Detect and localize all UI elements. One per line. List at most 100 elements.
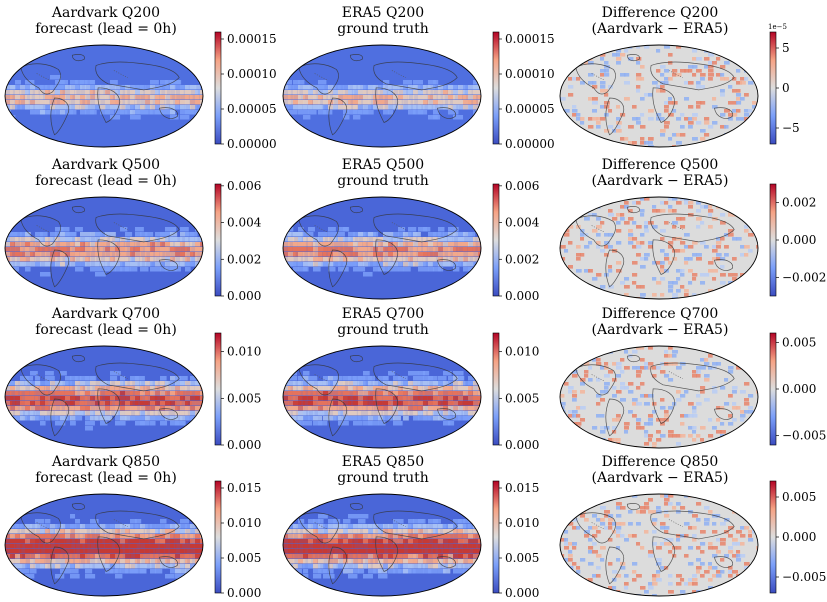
field-cell — [135, 376, 145, 381]
field-cell — [45, 391, 52, 396]
field-cell — [15, 544, 23, 549]
field-cell — [140, 524, 148, 529]
field-cell — [628, 510, 633, 514]
field-cell — [393, 396, 403, 401]
field-cell — [80, 257, 89, 262]
field-cell — [10, 105, 18, 110]
field-cell — [433, 115, 440, 120]
panel-title: Aardvark Q700 — [51, 306, 160, 322]
field-cell — [712, 269, 718, 273]
field-cell — [45, 386, 51, 391]
field-cell — [744, 253, 749, 257]
field-cell — [676, 45, 682, 49]
field-cell — [125, 396, 135, 401]
field-cell — [170, 396, 180, 401]
field-cell — [323, 559, 329, 564]
field-cell — [453, 416, 461, 421]
field-cell — [180, 416, 190, 421]
field-cell — [744, 430, 749, 434]
field-cell — [155, 232, 165, 237]
field-cell — [443, 549, 449, 554]
field-cell — [283, 391, 293, 396]
field-cell — [740, 390, 746, 394]
field-cell — [676, 249, 681, 253]
field-cell — [418, 524, 427, 529]
map-outline — [559, 493, 759, 597]
field-cell — [150, 539, 160, 544]
field-cell — [608, 370, 614, 374]
field-cell — [368, 381, 375, 386]
field-cell — [293, 544, 300, 549]
field-cell — [748, 249, 753, 253]
field-cell — [5, 247, 11, 252]
field-cell — [448, 544, 457, 549]
field-cell — [65, 90, 75, 95]
field-cell — [175, 421, 185, 426]
field-cell — [672, 293, 678, 297]
field-cell — [363, 110, 369, 115]
field-cell — [468, 391, 478, 396]
field-cell — [20, 376, 29, 381]
field-cell — [564, 281, 570, 285]
field-cell — [15, 100, 21, 105]
field-cell — [105, 85, 111, 90]
field-cell — [592, 358, 598, 362]
field-cell — [428, 411, 434, 416]
field-cell — [438, 376, 447, 381]
country-borders — [36, 70, 128, 80]
field-cell — [288, 529, 296, 534]
field-cell — [672, 197, 678, 201]
field-cell — [668, 494, 674, 498]
field-cell — [463, 519, 471, 524]
field-cell — [333, 406, 339, 411]
field-cell — [468, 100, 477, 105]
field-cell — [398, 262, 404, 267]
field-cell — [160, 396, 170, 401]
field-cell — [348, 391, 357, 396]
field-cell — [403, 396, 410, 401]
field-cell — [700, 221, 705, 225]
field-cell — [35, 262, 41, 267]
field-cell — [65, 544, 72, 549]
field-cell — [740, 213, 746, 217]
field-cell — [160, 539, 166, 544]
field-cell — [716, 418, 721, 422]
field-cell — [636, 61, 641, 65]
field-cell — [744, 65, 750, 69]
field-cell — [328, 386, 338, 391]
field-cell — [40, 90, 49, 95]
field-cell — [704, 117, 710, 121]
field-cell — [438, 564, 444, 569]
field-cell — [70, 559, 80, 564]
coastline — [298, 63, 339, 95]
field-cell — [195, 105, 202, 110]
field-cell — [584, 350, 590, 354]
field-cell — [378, 381, 385, 386]
colorbar-tick-label: 0.006 — [505, 179, 539, 193]
field-cell — [318, 519, 324, 524]
field-cell — [592, 117, 598, 121]
field-cell — [628, 410, 633, 414]
field-cell — [135, 421, 145, 426]
field-cell — [588, 61, 594, 65]
field-cell — [728, 446, 733, 448]
field-cell — [408, 386, 417, 391]
field-cell — [468, 257, 475, 262]
field-cell — [680, 225, 686, 229]
field-cell — [358, 90, 367, 95]
colorbar-tick-label: 0.00005 — [505, 102, 555, 116]
field-cell — [110, 115, 121, 120]
field-cell — [338, 95, 348, 100]
field-cell — [90, 105, 100, 110]
field-cell — [423, 371, 430, 376]
field-cell — [403, 100, 411, 105]
field-cell — [676, 538, 681, 542]
field-cell — [668, 97, 673, 101]
field-cell — [130, 242, 137, 247]
field-cell — [190, 252, 198, 257]
field-cell — [30, 242, 36, 247]
field-cell — [308, 252, 315, 257]
field-cell — [668, 550, 673, 554]
field-cell — [348, 544, 355, 549]
